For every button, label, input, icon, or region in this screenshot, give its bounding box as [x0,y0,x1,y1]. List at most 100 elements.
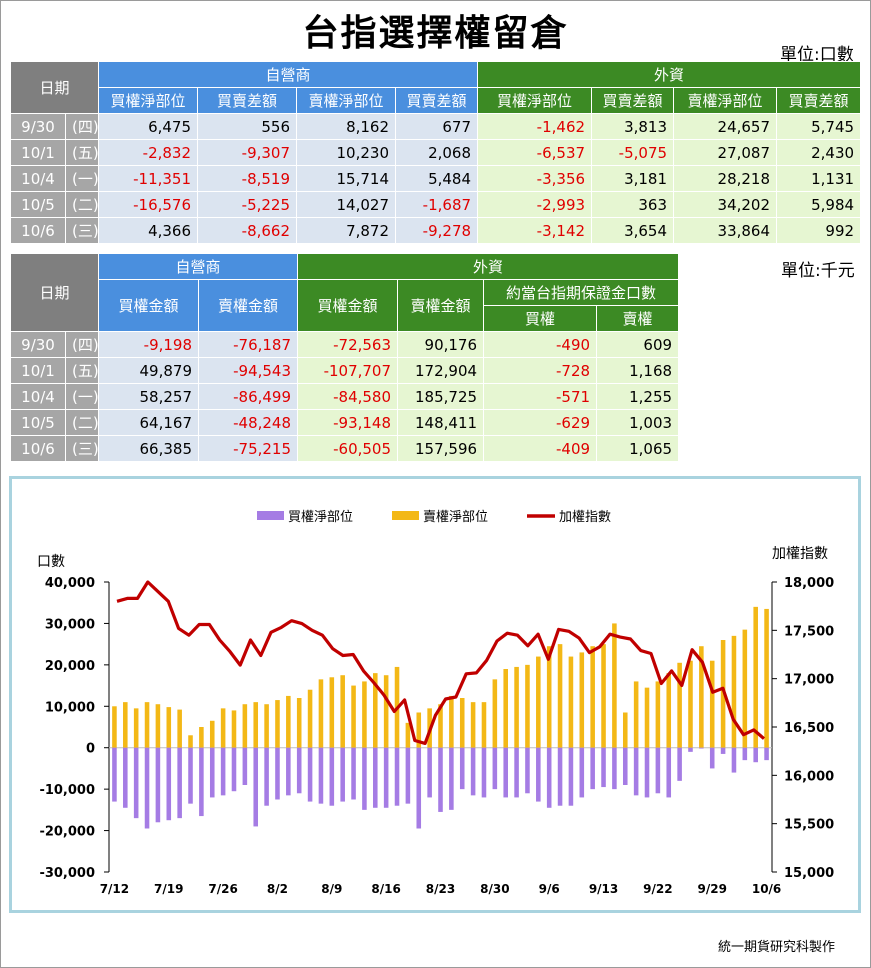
call-bar [340,747,345,802]
table-cell: 148,411 [397,409,485,436]
table-cell: -60,505 [297,435,399,462]
call-bar [764,747,769,761]
table-cell: 10,230 [296,139,397,166]
put-bar [318,679,324,748]
column-header: 買賣差額 [591,87,675,114]
x-tick-label: 8/9 [321,882,342,896]
put-bar [340,675,345,748]
y-tick-label: 30,000 [45,617,95,632]
put-bar [275,700,280,748]
call-bar [253,747,259,827]
x-tick-label: 7/12 [100,882,129,896]
call-bar [546,747,552,808]
call-bar [579,747,585,798]
put-bar [655,681,661,748]
call-bar [655,747,661,794]
put-bar [590,646,595,748]
put-bar [601,644,606,748]
call-bar [459,747,465,790]
table-cell: 3,813 [591,113,675,140]
put-bar [677,662,682,748]
put-bar [612,623,617,748]
table-cell: 157,596 [397,435,485,462]
call-bar [405,747,411,804]
column-header: 賣權金額 [397,279,485,332]
call-bar [199,747,204,817]
call-bar [177,747,182,819]
table-row: 9/30 (四) 6,475 556 8,162 677 -1,462 3,813 24,657… [10,113,862,140]
put-bar [166,707,172,748]
call-bar [286,747,291,796]
table-row: 10/1 (五) -2,832 -9,307 10,230 2,068 -6,537 -5,0… [10,139,862,166]
page-title: 台指選擇權留倉 [302,13,569,54]
options-position-table: 日期 自營商 外資 買權淨部位 買賣差額 賣權淨部位 買賣差額 買權淨部位 買賣… [9,61,862,244]
put-bar [568,656,574,748]
x-tick-label: 7/19 [154,882,183,896]
put-bar [329,677,335,748]
put-bar [155,704,161,748]
put-bar [133,708,139,748]
table-cell: 363 [591,191,675,218]
x-tick-label: 9/13 [589,882,618,896]
put-bar [264,704,269,748]
row-weekday: (一) [64,165,100,192]
call-bar [438,747,443,812]
table-cell: 90,176 [397,331,485,358]
call-bar [633,747,639,796]
put-bar [199,727,204,748]
call-bar [351,747,356,800]
x-tick-label: 9/22 [643,882,672,896]
call-bar [166,747,172,821]
call-bar [481,747,487,798]
call-bar [144,747,150,829]
table-cell: -16,576 [98,191,199,218]
row-date: 10/4 [10,165,66,192]
column-header: 買賣差額 [776,87,862,114]
table-cell: 1,131 [776,165,862,192]
y2-tick-label: 15,000 [784,866,834,881]
table-cell: 1,003 [596,409,680,436]
credit-text: 統一期貨研究科製作 [717,940,835,955]
call-bar [209,747,215,798]
put-bar [296,698,302,748]
call-bar [536,747,541,802]
row-weekday: (四) [64,113,100,140]
call-bar [188,747,193,804]
table-cell: 185,725 [397,383,485,410]
put-bar [579,652,585,748]
row-date: 10/5 [10,191,66,218]
put-bar [514,666,519,748]
table-cell: 27,087 [673,139,778,166]
put-bar [405,722,411,748]
put-bar [286,695,291,748]
put-bar [351,685,356,748]
table-cell: 28,218 [673,165,778,192]
column-header: 賣權淨部位 [673,87,778,114]
table-cell: -48,248 [198,409,299,436]
y2-axis-title: 加權指數 [772,546,828,562]
table-cell: -2,993 [477,191,593,218]
put-bar [112,706,117,748]
x-tick-label: 8/16 [371,882,400,896]
table-cell: 49,879 [98,357,200,384]
call-bar [677,747,682,781]
x-tick-label: 7/26 [208,882,237,896]
row-weekday: (三) [64,435,100,462]
row-date: 9/30 [10,331,66,358]
table-cell: 4,366 [98,217,199,244]
y2-tick-label: 17,000 [784,673,834,688]
table-cell: -76,187 [198,331,299,358]
table-cell: -11,351 [98,165,199,192]
put-bar [633,681,639,748]
call-bar [329,747,335,806]
put-bar [438,704,443,748]
call-bar [568,747,574,806]
call-bar [123,747,128,808]
put-bar [373,673,378,748]
call-bar [525,747,530,794]
call-bar [275,747,280,800]
column-header: 賣權 [596,305,680,332]
put-bar [525,664,530,748]
table-cell: -1,462 [477,113,593,140]
put-bar [242,704,248,748]
